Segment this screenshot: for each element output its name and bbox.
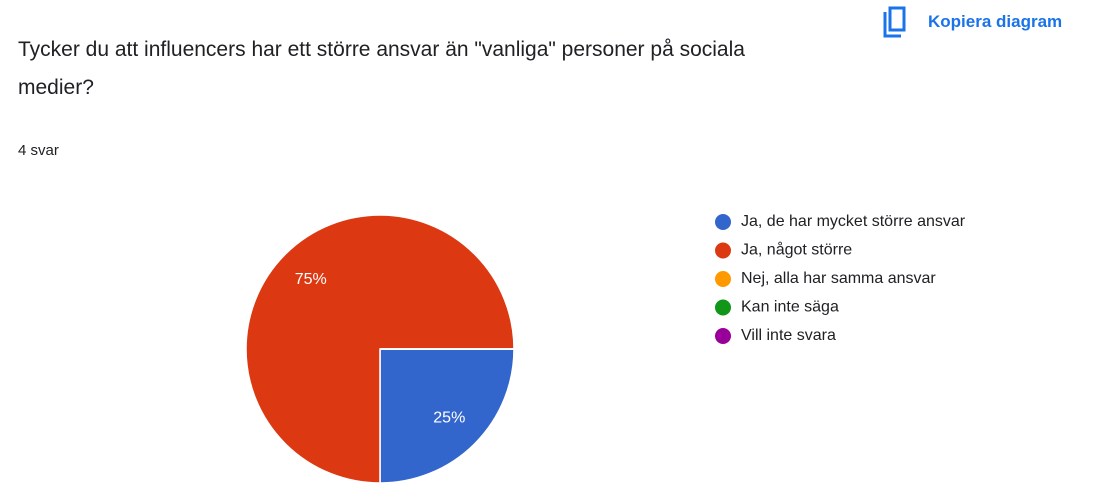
- copy-icon: [883, 6, 906, 38]
- chart-title: Tycker du att influencers har ett större…: [18, 38, 745, 99]
- legend-label: Ja, något större: [741, 241, 852, 259]
- copy-label[interactable]: Kopiera diagram: [928, 12, 1063, 31]
- copy-button[interactable]: Kopiera diagram: [880, 6, 1062, 38]
- legend-label: Kan inte säga: [741, 299, 839, 316]
- slice-label: 75%: [295, 271, 327, 288]
- legend-marker: [715, 271, 731, 287]
- legend-label: Nej, alla har samma ansvar: [741, 270, 936, 287]
- response-count: 4 svar: [18, 142, 59, 159]
- slice-label: 25%: [433, 410, 465, 427]
- legend-marker: [715, 242, 731, 259]
- legend-marker: [715, 299, 731, 316]
- legend-label: Ja, de har mycket större ansvar: [741, 213, 966, 230]
- legend-marker: [715, 328, 731, 344]
- legend-label: Vill inte svara: [741, 327, 836, 344]
- pie-slice: [379, 348, 515, 484]
- legend-marker: [715, 214, 731, 230]
